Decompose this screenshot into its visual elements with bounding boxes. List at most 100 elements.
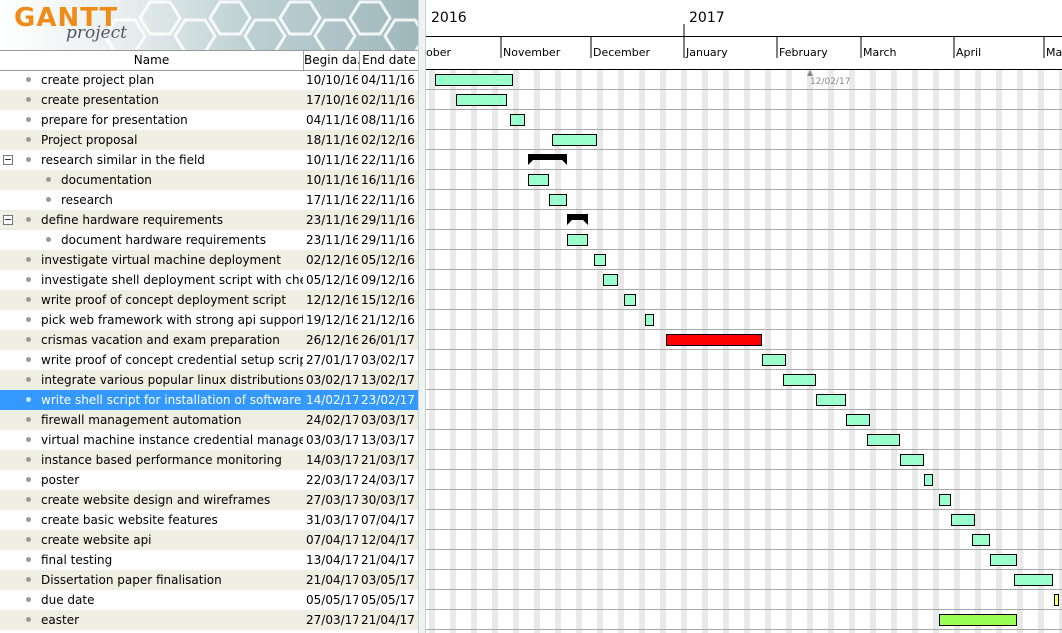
summary-bar[interactable] xyxy=(528,154,567,165)
task-bar[interactable] xyxy=(939,494,951,506)
task-bar[interactable] xyxy=(666,334,762,346)
task-row[interactable]: instance based performance monitoring 14/… xyxy=(0,450,418,470)
task-bar[interactable] xyxy=(951,514,975,526)
task-row[interactable]: investigate virtual machine deployment 02… xyxy=(0,250,418,270)
task-bar[interactable] xyxy=(900,454,924,466)
task-end-date: 02/12/16 xyxy=(361,133,415,147)
milestone-bar[interactable] xyxy=(1054,594,1059,606)
task-bar[interactable] xyxy=(594,254,606,266)
task-bar[interactable] xyxy=(972,534,990,546)
task-row[interactable]: create basic website features 31/03/17 07/… xyxy=(0,510,418,530)
task-bar[interactable] xyxy=(435,74,513,86)
task-bullet-icon xyxy=(26,277,31,282)
month-label: December xyxy=(593,46,651,59)
task-bar[interactable] xyxy=(990,554,1017,566)
task-bar[interactable] xyxy=(549,194,567,206)
summary-bar[interactable] xyxy=(567,214,588,225)
task-row[interactable]: research similar in the field 10/11/16 22/… xyxy=(0,150,418,170)
task-bar[interactable] xyxy=(552,134,597,146)
task-row[interactable]: write shell script for installation of s… xyxy=(0,390,418,410)
task-row[interactable]: create presentation 17/10/16 02/11/16 xyxy=(0,90,418,110)
date-marker-icon xyxy=(807,70,813,76)
collapse-toggle-icon[interactable] xyxy=(3,215,13,225)
task-row[interactable]: create website api 07/04/17 12/04/17 xyxy=(0,530,418,550)
task-bar[interactable] xyxy=(528,174,549,186)
weekend-stripe xyxy=(681,70,687,633)
task-row[interactable]: prepare for presentation 04/11/16 08/11/16 xyxy=(0,110,418,130)
task-end-date: 07/04/17 xyxy=(361,513,415,527)
weekend-stripe xyxy=(618,70,624,633)
task-name: investigate shell deployment script with… xyxy=(41,273,303,287)
task-end-date: 15/12/16 xyxy=(361,293,415,307)
task-end-date: 02/11/16 xyxy=(361,93,415,107)
task-name: crismas vacation and exam preparation xyxy=(41,333,280,347)
task-row[interactable]: create website design and wireframes 27/0… xyxy=(0,490,418,510)
task-row[interactable]: define hardware requirements 23/11/16 29/1… xyxy=(0,210,418,230)
weekend-stripe xyxy=(660,70,666,633)
column-header-end-date[interactable]: End date xyxy=(362,53,416,67)
task-bar[interactable] xyxy=(867,434,900,446)
task-bar[interactable] xyxy=(762,354,786,366)
task-row[interactable]: integrate various popular linux distribu… xyxy=(0,370,418,390)
task-begin-date: 26/12/16 xyxy=(306,333,358,347)
task-name: research similar in the field xyxy=(41,153,205,167)
task-row[interactable]: investigate shell deployment script with… xyxy=(0,270,418,290)
task-row[interactable]: firewall management automation 24/02/17 03… xyxy=(0,410,418,430)
task-end-date: 21/04/17 xyxy=(361,613,415,627)
task-bar[interactable] xyxy=(645,314,654,326)
ganttproject-logo: GANTT project xyxy=(0,0,418,50)
task-row[interactable]: write proof of concept credential setup … xyxy=(0,350,418,370)
task-bar[interactable] xyxy=(783,374,816,386)
task-bar[interactable] xyxy=(939,614,1017,626)
task-row[interactable]: due date 05/05/17 05/05/17 xyxy=(0,590,418,610)
task-bar[interactable] xyxy=(924,474,933,486)
task-bar[interactable] xyxy=(603,274,618,286)
task-bar[interactable] xyxy=(510,114,525,126)
task-name: create project plan xyxy=(41,73,155,87)
task-bullet-icon xyxy=(26,577,31,582)
task-bar[interactable] xyxy=(456,94,507,106)
task-begin-date: 04/11/16 xyxy=(306,113,358,127)
task-end-date: 16/11/16 xyxy=(361,173,415,187)
task-begin-date: 27/03/17 xyxy=(306,493,358,507)
collapse-toggle-icon[interactable] xyxy=(3,155,13,165)
task-row[interactable]: research 17/11/16 22/11/16 xyxy=(0,190,418,210)
logo-word: GANTT xyxy=(14,3,119,33)
weekend-stripe xyxy=(429,70,435,633)
task-bullet-icon xyxy=(26,457,31,462)
task-bar[interactable] xyxy=(1014,574,1053,586)
task-row[interactable]: final testing 13/04/17 21/04/17 xyxy=(0,550,418,570)
task-end-date: 22/11/16 xyxy=(361,153,415,167)
task-row[interactable]: easter 27/03/17 21/04/17 xyxy=(0,610,418,630)
gantt-chart-panel: 2016 2017 ober November December January Febru… xyxy=(426,0,1062,633)
month-label: May xyxy=(1046,46,1062,59)
task-row[interactable]: virtual machine instance credential mana… xyxy=(0,430,418,450)
task-row[interactable]: Dissertation paper finalisation 21/04/17 0… xyxy=(0,570,418,590)
task-row[interactable]: poster 22/03/17 24/03/17 xyxy=(0,470,418,490)
task-end-date: 04/11/16 xyxy=(361,73,415,87)
task-begin-date: 27/01/17 xyxy=(306,353,358,367)
task-name: documentation xyxy=(61,173,152,187)
column-header-name[interactable]: Name xyxy=(0,51,304,70)
task-bullet-icon xyxy=(46,197,51,202)
task-end-date: 22/11/16 xyxy=(361,193,415,207)
task-row[interactable]: Project proposal 18/11/16 02/12/16 xyxy=(0,130,418,150)
task-row[interactable]: write proof of concept deployment script… xyxy=(0,290,418,310)
task-row[interactable]: documentation 10/11/16 16/11/16 xyxy=(0,170,418,190)
task-begin-date: 05/05/17 xyxy=(306,593,358,607)
column-header-begin-date[interactable]: Begin da... xyxy=(304,51,360,70)
task-bar[interactable] xyxy=(567,234,588,246)
task-row[interactable]: pick web framework with strong api suppo… xyxy=(0,310,418,330)
task-end-date: 21/03/17 xyxy=(361,453,415,467)
task-name: due date xyxy=(41,593,95,607)
task-bar[interactable] xyxy=(624,294,636,306)
task-bar[interactable] xyxy=(846,414,870,426)
task-name: define hardware requirements xyxy=(41,213,223,227)
task-row[interactable]: crismas vacation and exam preparation 26/… xyxy=(0,330,418,350)
task-bar[interactable] xyxy=(816,394,846,406)
weekend-stripe xyxy=(723,70,729,633)
task-row[interactable]: create project plan 10/10/16 04/11/16 xyxy=(0,70,418,90)
task-name: poster xyxy=(41,473,80,487)
task-row[interactable]: document hardware requirements 23/11/16 29… xyxy=(0,230,418,250)
panel-splitter[interactable] xyxy=(418,0,426,633)
